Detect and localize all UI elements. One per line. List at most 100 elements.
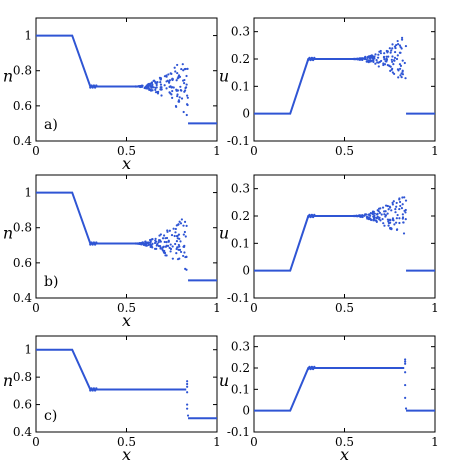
data-point <box>185 224 188 227</box>
data-point <box>160 86 163 89</box>
data-point <box>89 243 92 246</box>
data-point <box>178 257 181 260</box>
data-point <box>392 219 395 222</box>
subplot-2: 0 0.5 1-0.100.10.20.3u <box>219 17 439 158</box>
data-point <box>165 75 168 78</box>
data-point <box>185 103 189 106</box>
data-point <box>161 237 165 240</box>
data-point <box>313 56 316 60</box>
data-point <box>161 246 165 249</box>
x-tick-label: 0 <box>250 144 258 158</box>
data-point <box>184 235 187 238</box>
data-point <box>154 237 157 240</box>
x-tick-label: 1 <box>431 435 439 449</box>
data-point <box>399 51 402 54</box>
data-point <box>182 69 185 72</box>
data-point <box>384 214 388 217</box>
data-point <box>354 57 357 61</box>
data-point <box>398 63 402 66</box>
data-point <box>174 70 177 73</box>
data-point <box>393 56 397 59</box>
data-point <box>389 206 392 209</box>
y-tick-label: 1 <box>24 29 32 43</box>
x-tick-label: 0.5 <box>117 144 136 158</box>
data-point <box>375 216 378 219</box>
data-point <box>153 79 156 82</box>
data-point <box>172 86 175 89</box>
y-tick-label: 0.1 <box>231 236 250 250</box>
data-point <box>388 47 391 50</box>
data-point <box>391 67 394 70</box>
y-tick-label: 0.1 <box>231 382 250 396</box>
data-point <box>140 85 144 88</box>
data-point <box>387 222 391 225</box>
data-point <box>364 56 367 59</box>
data-point <box>383 224 386 227</box>
y-tick-label: 0.8 <box>13 64 32 78</box>
data-point <box>394 221 398 224</box>
subplot-4: 0 0.5 1-0.100.10.20.3u <box>219 174 439 315</box>
y-tick-label: -0.1 <box>227 134 250 148</box>
x-axis-label: x <box>340 445 349 463</box>
data-point <box>165 241 168 244</box>
data-point <box>391 201 394 204</box>
data-point <box>404 77 407 80</box>
data-point <box>175 240 179 243</box>
data-point <box>154 88 157 91</box>
data-point <box>177 223 180 226</box>
data-point <box>375 213 379 216</box>
data-point <box>374 62 377 65</box>
data-point <box>176 63 179 67</box>
data-point <box>183 251 186 254</box>
data-point <box>186 380 189 383</box>
data-point <box>149 85 152 88</box>
data-point <box>95 241 98 244</box>
data-point <box>398 200 402 204</box>
data-point <box>168 81 171 84</box>
data-point <box>92 241 96 244</box>
data-point <box>170 233 174 237</box>
data-point <box>398 197 401 200</box>
data-point <box>167 73 170 76</box>
data-point <box>176 89 179 92</box>
data-point <box>365 58 368 61</box>
data-point <box>386 51 389 54</box>
data-point <box>149 243 152 246</box>
data-point <box>157 90 160 93</box>
data-point <box>169 243 172 246</box>
data-point <box>150 89 153 92</box>
y-tick-label: -0.1 <box>227 291 250 305</box>
data-point <box>174 231 177 234</box>
data-point <box>368 213 371 216</box>
data-point <box>186 94 189 97</box>
data-point <box>311 215 315 219</box>
data-point <box>183 78 186 82</box>
y-tick-label: 0 <box>242 404 250 418</box>
data-point <box>401 70 404 73</box>
data-point <box>395 205 398 208</box>
data-point <box>363 214 366 217</box>
data-point <box>179 89 182 92</box>
data-point <box>401 59 404 62</box>
data-point <box>311 58 315 62</box>
y-tick-label: 0.1 <box>231 79 250 93</box>
data-point <box>185 83 188 86</box>
y-axis-label: u <box>219 371 229 390</box>
data-point <box>353 214 356 218</box>
x-tick-label: 0 <box>32 301 40 315</box>
data-point <box>177 248 180 251</box>
data-point <box>380 213 383 216</box>
data-point <box>374 53 377 56</box>
data-point <box>183 220 187 223</box>
data-point <box>382 56 386 59</box>
data-point <box>404 396 407 399</box>
y-tick-label: 0.6 <box>13 398 32 412</box>
data-point <box>401 203 404 206</box>
x-tick-label: 0 <box>250 301 258 315</box>
data-point <box>170 93 173 96</box>
data-point <box>308 365 311 369</box>
data-point <box>93 243 97 246</box>
data-point <box>400 72 403 75</box>
data-point <box>177 75 180 78</box>
data-point <box>163 234 166 237</box>
